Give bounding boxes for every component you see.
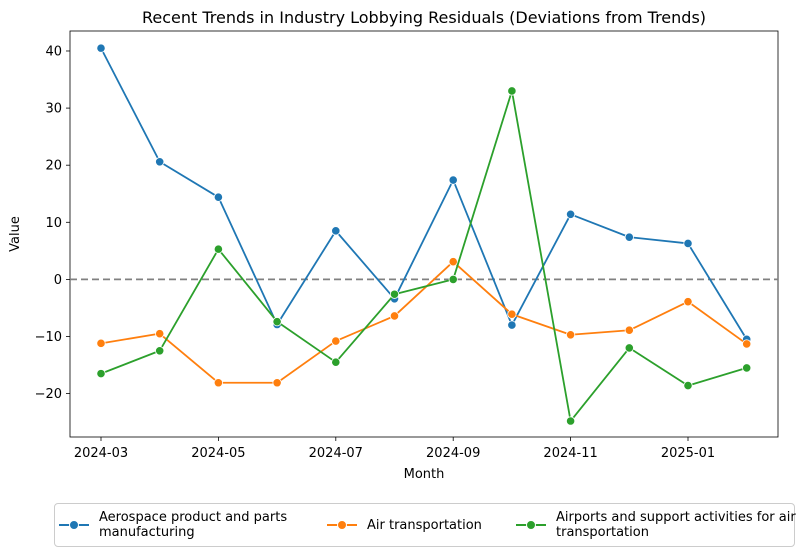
data-point bbox=[624, 343, 634, 353]
data-point bbox=[331, 226, 341, 236]
data-point bbox=[448, 257, 458, 267]
x-axis-label: Month bbox=[404, 467, 445, 482]
data-point bbox=[624, 325, 634, 335]
legend-item-aerospace: Aerospace product and parts manufacturin… bbox=[55, 504, 309, 546]
y-tick-label: −10 bbox=[35, 330, 62, 345]
data-point bbox=[742, 363, 752, 373]
legend-label-airports: Airports and support activities for air … bbox=[556, 510, 796, 540]
data-point bbox=[213, 378, 223, 388]
legend-swatch-air-transportation bbox=[327, 519, 357, 531]
x-tick-label: 2024-05 bbox=[191, 446, 245, 461]
y-axis: 40 30 20 10 0 −10 −20 bbox=[35, 44, 70, 402]
x-axis: 2024-03 2024-05 2024-07 2024-09 2024-11 2025-… bbox=[74, 437, 715, 461]
data-point bbox=[565, 416, 576, 426]
data-point bbox=[624, 232, 634, 242]
y-tick-label: 20 bbox=[45, 159, 62, 174]
x-tick-label: 2025-01 bbox=[661, 446, 715, 461]
x-tick-label: 2024-09 bbox=[426, 446, 480, 461]
legend-label-air-transportation: Air transportation bbox=[367, 517, 482, 533]
data-point bbox=[507, 309, 517, 319]
series-line bbox=[100, 90, 747, 422]
data-point bbox=[448, 175, 458, 185]
data-point bbox=[331, 336, 341, 346]
line-chart: Recent Trends in Industry Lobbying Resid… bbox=[8, 8, 779, 482]
data-point bbox=[683, 238, 693, 249]
legend-label-aerospace: Aerospace product and parts manufacturin… bbox=[99, 510, 288, 540]
data-point bbox=[213, 192, 223, 202]
data-point bbox=[272, 378, 282, 388]
data-point bbox=[389, 289, 400, 299]
data-point bbox=[507, 86, 517, 96]
data-point bbox=[683, 381, 693, 391]
y-tick-label: 10 bbox=[45, 216, 62, 231]
x-tick-label: 2024-03 bbox=[74, 446, 128, 461]
data-point bbox=[448, 274, 458, 284]
plot-frame bbox=[69, 30, 779, 438]
x-tick-label: 2024-07 bbox=[309, 446, 363, 461]
data-point bbox=[565, 330, 576, 340]
data-point bbox=[742, 339, 752, 349]
legend-swatch-aerospace bbox=[59, 519, 89, 531]
data-point bbox=[155, 157, 165, 167]
legend-item-airports: Airports and support activities for air … bbox=[512, 504, 796, 546]
x-tick-label: 2024-11 bbox=[543, 446, 597, 461]
series-layer bbox=[96, 43, 752, 426]
data-point bbox=[683, 297, 693, 307]
series-line bbox=[100, 47, 748, 340]
data-point bbox=[507, 320, 517, 330]
legend-swatch-airports bbox=[516, 519, 546, 531]
y-tick-label: 40 bbox=[45, 44, 62, 59]
series-2 bbox=[96, 86, 752, 426]
data-point bbox=[213, 244, 223, 254]
series-1 bbox=[96, 257, 752, 388]
y-tick-label: 0 bbox=[54, 273, 62, 288]
chart-title: Recent Trends in Industry Lobbying Resid… bbox=[142, 8, 706, 27]
series-0 bbox=[96, 43, 752, 344]
data-point bbox=[96, 369, 106, 379]
data-point bbox=[331, 357, 341, 367]
y-tick-label: −20 bbox=[35, 387, 62, 402]
data-point bbox=[96, 43, 106, 53]
legend: Aerospace product and parts manufacturin… bbox=[54, 503, 796, 547]
data-point bbox=[96, 338, 106, 348]
data-point bbox=[155, 346, 165, 356]
data-point bbox=[155, 329, 165, 339]
series-line bbox=[100, 260, 748, 384]
data-point bbox=[565, 209, 576, 219]
data-point bbox=[389, 311, 400, 321]
y-axis-label: Value bbox=[8, 216, 23, 252]
legend-item-air-transportation: Air transportation bbox=[323, 504, 577, 546]
data-point bbox=[272, 317, 282, 327]
y-tick-label: 30 bbox=[45, 102, 62, 117]
